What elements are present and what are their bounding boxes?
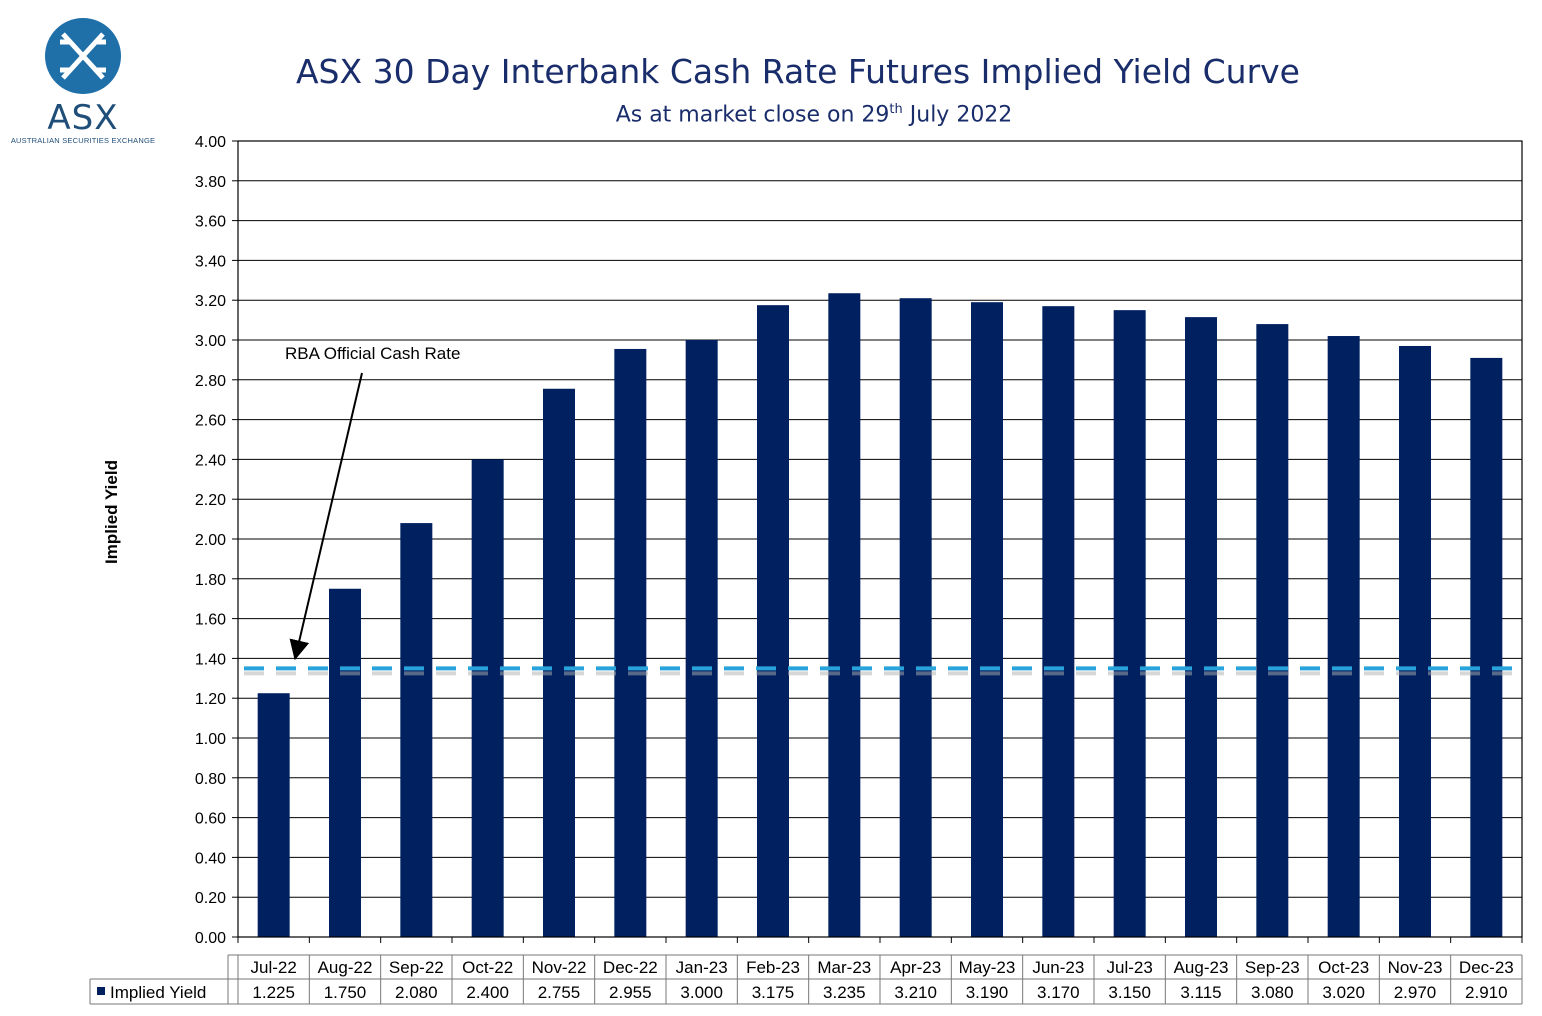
y-tick-label: 2.40: [195, 452, 226, 469]
y-tick-label: 1.00: [195, 731, 226, 748]
x-tick-label: Dec-22: [603, 958, 658, 977]
data-label: 3.020: [1322, 983, 1365, 1002]
x-tick-label: Aug-22: [318, 958, 373, 977]
plot-frame: [237, 140, 1523, 943]
y-tick-label: 2.20: [195, 492, 226, 509]
y-tick-label: 1.20: [195, 691, 226, 708]
data-label: 3.210: [894, 983, 937, 1002]
bar: [1185, 317, 1217, 937]
legend-swatch: [97, 987, 105, 995]
bar: [685, 340, 718, 937]
x-tick-label: Sep-22: [389, 958, 444, 977]
asx-logo: ASX AUSTRALIAN SECURITIES EXCHANGE: [8, 18, 158, 148]
bar: [828, 293, 861, 937]
data-label: 1.225: [252, 983, 295, 1002]
y-tick-label: 3.20: [195, 293, 226, 310]
data-label: 2.755: [538, 983, 581, 1002]
x-tick-label: May-23: [959, 958, 1016, 977]
data-label: 3.115: [1180, 983, 1221, 1002]
bars: [257, 293, 1503, 938]
bar: [1399, 345, 1431, 938]
x-tick-label: Mar-23: [817, 958, 871, 977]
x-tick-label: Apr-23: [890, 958, 941, 977]
data-table: Jul-22 1.225 Aug-22 1.750 Sep-22 2.080 Oct-22 2…: [89, 954, 1523, 1005]
data-label: 3.190: [966, 983, 1009, 1002]
bar: [400, 523, 433, 937]
x-tick-label: Nov-23: [1388, 958, 1443, 977]
data-label: 3.235: [823, 983, 866, 1002]
y-axis-ticks: 0.00 0.20 0.40 0.60 0.80 1.00 1.20 1.40 1.60 1.80…: [195, 134, 238, 947]
rba-annotation-label: RBA Official Cash Rate: [285, 344, 461, 363]
logo-tagline: AUSTRALIAN SECURITIES EXCHANGE: [10, 136, 156, 145]
bar: [614, 348, 647, 938]
annotation-arrow-layer: [289, 372, 363, 661]
data-label: 2.970: [1394, 983, 1437, 1002]
data-label: 2.080: [395, 983, 438, 1002]
subtitle-text-end: July 2022: [902, 102, 1013, 128]
y-tick-label: 0.20: [195, 890, 226, 907]
legend-label: Implied Yield: [110, 983, 206, 1002]
bar: [329, 588, 361, 937]
reference-line-layer: [244, 666, 1524, 676]
x-tick-label: Dec-23: [1459, 958, 1514, 977]
x-tick-label: Feb-23: [746, 958, 800, 977]
y-tick-label: 0.60: [195, 811, 226, 828]
bar: [1470, 357, 1503, 937]
x-tick-label: Jan-23: [676, 958, 728, 977]
y-tick-label: 3.80: [195, 174, 226, 191]
y-tick-label: 1.60: [195, 612, 226, 629]
data-label: 3.000: [680, 983, 723, 1002]
y-tick-label: 1.40: [195, 651, 226, 668]
x-tick-label: Oct-22: [462, 958, 513, 977]
bar: [1256, 324, 1289, 938]
y-tick-label: 1.80: [195, 572, 226, 589]
y-tick-label: 2.00: [195, 532, 226, 549]
y-tick-label: 3.40: [195, 253, 226, 270]
chart-subtitle: As at market close on 29th July 2022: [238, 102, 1390, 127]
subtitle-text: As at market close on 29: [615, 102, 890, 128]
annotation-arrow: [289, 372, 363, 661]
data-label: 3.170: [1037, 983, 1080, 1002]
x-tick-label: Sep-23: [1245, 958, 1300, 977]
x-tick-label: Aug-23: [1174, 958, 1229, 977]
bar: [1327, 336, 1360, 937]
bar: [471, 459, 504, 937]
y-tick-label: 2.80: [195, 373, 226, 390]
bar: [899, 298, 932, 938]
bar: [757, 305, 789, 937]
data-label: 3.150: [1108, 983, 1151, 1002]
y-tick-label: 3.60: [195, 214, 226, 231]
y-tick-label: 0.40: [195, 850, 226, 867]
bar: [1042, 306, 1075, 937]
data-label: 2.955: [609, 983, 652, 1002]
data-label: 3.080: [1251, 983, 1294, 1002]
x-tick-label: Jul-22: [251, 958, 297, 977]
y-tick-label: 0.80: [195, 771, 226, 788]
subtitle-superscript: th: [889, 102, 903, 117]
bar: [543, 388, 575, 937]
logo-wordmark: ASX: [47, 98, 119, 138]
x-tick-label: Oct-23: [1318, 958, 1369, 977]
y-tick-label: 2.60: [195, 413, 226, 430]
x-tick-label: Nov-22: [532, 958, 587, 977]
y-tick-label: 0.00: [195, 930, 226, 947]
data-label: 1.750: [324, 983, 367, 1002]
asx-logo-icon: [45, 18, 121, 94]
bar: [257, 693, 290, 937]
chart-title: ASX 30 Day Interbank Cash Rate Futures I…: [295, 52, 1300, 91]
bar: [971, 302, 1003, 937]
y-tick-label: 3.00: [195, 333, 226, 350]
data-label: 3.175: [752, 983, 795, 1002]
data-label: 2.400: [466, 983, 509, 1002]
bar: [1113, 310, 1146, 937]
data-label: 2.910: [1465, 983, 1508, 1002]
x-tick-label: Jul-23: [1107, 958, 1153, 977]
x-tick-label: Jun-23: [1032, 958, 1084, 977]
y-tick-label: 4.00: [195, 134, 226, 151]
